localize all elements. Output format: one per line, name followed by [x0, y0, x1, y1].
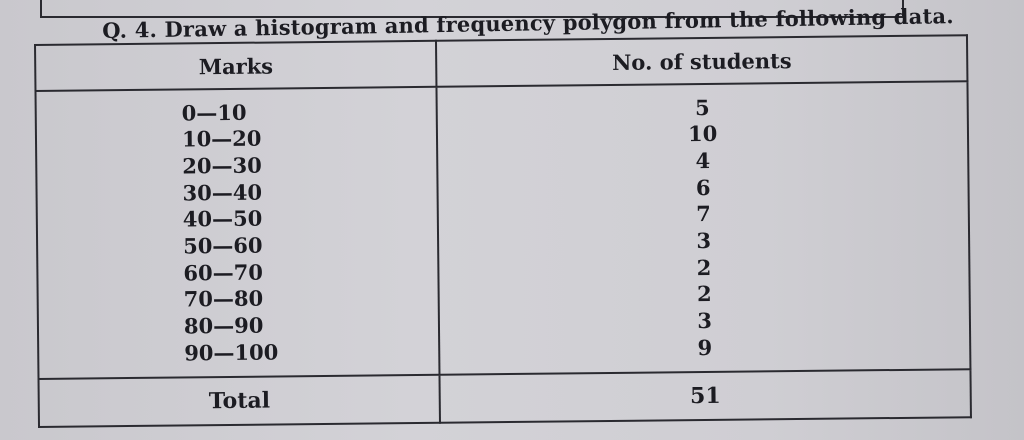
frequency-table: Marks No. of students 0—10 10—20 20—30 3… — [34, 34, 972, 428]
marks-cell: 50—60 — [182, 232, 263, 259]
header-students: No. of students — [436, 35, 968, 87]
marks-cell: 10—20 — [181, 125, 262, 152]
marks-cell: 80—90 — [183, 312, 264, 339]
header-marks: Marks — [35, 40, 437, 91]
total-label: Total — [38, 374, 441, 427]
data-rows: 0—10 10—20 20—30 30—40 40—50 50—60 60—70… — [35, 81, 971, 379]
students-cell: 9 — [697, 334, 713, 360]
marks-cell: 70—80 — [183, 285, 264, 312]
students-column: 5 10 4 6 7 3 2 2 3 9 — [436, 81, 971, 375]
total-value: 51 — [439, 369, 971, 423]
previous-box-border — [40, 0, 904, 18]
marks-cell: 40—50 — [182, 205, 263, 232]
marks-cell: 0—10 — [181, 99, 247, 126]
marks-cell: 30—40 — [182, 179, 263, 206]
total-row: Total 51 — [38, 369, 971, 427]
marks-cell: 60—70 — [183, 259, 263, 286]
marks-cell: 90—100 — [184, 339, 279, 366]
marks-cell: 20—30 — [182, 152, 262, 179]
marks-column: 0—10 10—20 20—30 30—40 40—50 50—60 60—70… — [35, 86, 440, 379]
